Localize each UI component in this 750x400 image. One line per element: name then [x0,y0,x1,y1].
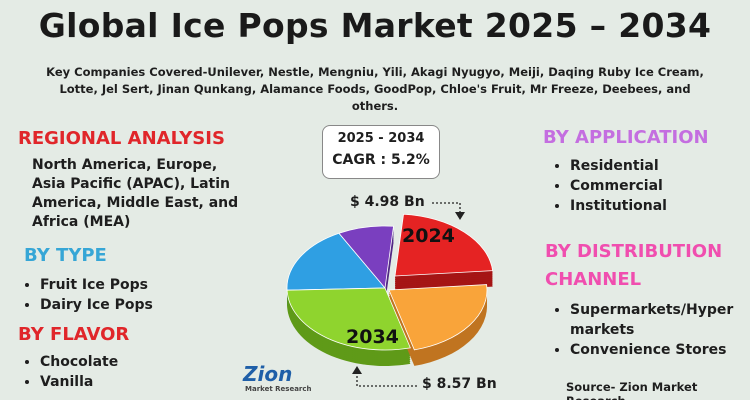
source: Source- Zion Market Research [566,380,698,400]
list-item: Chocolate [40,352,118,372]
pie-slice [388,284,488,351]
section-heading: BY APPLICATION [543,127,709,148]
list-item: Institutional [570,196,667,216]
list: Chocolate Vanilla [18,352,118,392]
section-heading: BY FLAVOR [18,324,130,345]
companies: Key Companies Covered-Unilever, Nestle, … [46,65,704,113]
logo-sub: Market Research [245,385,312,393]
arrow-line [356,372,418,387]
start-year: 2024 [402,225,455,247]
section-heading: BY TYPE [24,245,107,266]
list-item: Residential [570,156,667,176]
arrow-line [432,202,461,214]
arrow-head [352,366,362,374]
cagr-box: 2025 - 2034 CAGR : 5.2% [322,125,440,179]
start-value: $ 4.98 Bn [350,194,425,210]
cagr-rate: CAGR : 5.2% [332,152,430,168]
list: Residential Commercial Institutional [548,156,667,216]
list-item: Dairy Ice Pops [40,295,153,315]
section-heading: REGIONAL ANALYSIS [18,128,225,149]
pie-slice [286,232,386,291]
list: Fruit Ice Pops Dairy Ice Pops [18,275,153,315]
list-item: Fruit Ice Pops [40,275,153,295]
section-text: North America, Europe, Asia Pacific (APA… [32,157,239,230]
section-heading: BY DISTRIBUTION CHANNEL [545,241,723,290]
end-year: 2034 [346,326,399,348]
cagr-period: 2025 - 2034 [337,131,425,146]
pie-slice [394,213,494,277]
list-item: Convenience Stores [570,340,742,360]
list-item: Vanilla [40,372,118,392]
arrow-head [455,212,465,220]
list-item: Supermarkets/Hypermarkets [570,300,742,340]
end-value: $ 8.57 Bn [422,376,497,392]
list-item: Commercial [570,176,667,196]
pie-slice [286,287,411,351]
list: Supermarkets/Hypermarkets Convenience St… [548,300,742,360]
pie-slice [338,225,394,289]
logo: Zion [243,362,293,386]
title: Global Ice Pops Market 2025 – 2034 [38,6,712,45]
